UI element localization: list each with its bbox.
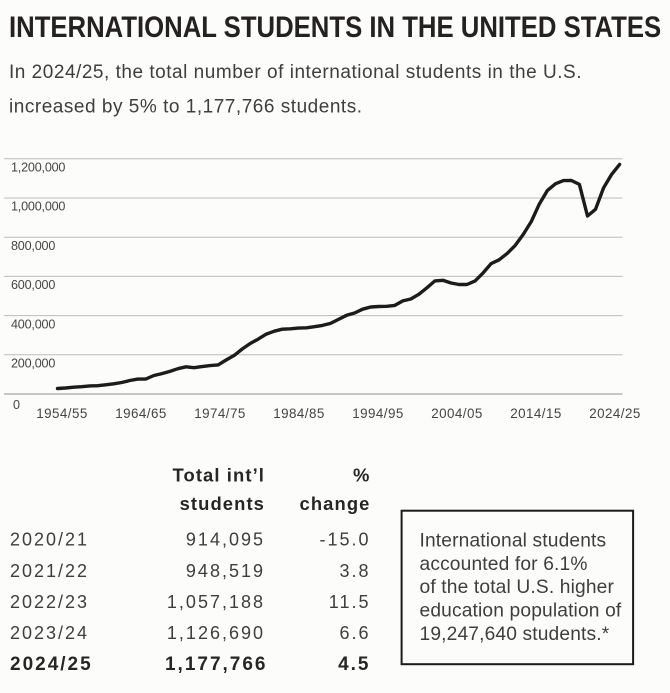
- svg-text:6.6: 6.6: [339, 623, 370, 643]
- svg-text:2014/15: 2014/15: [510, 406, 562, 421]
- svg-text:International students: International students: [420, 530, 607, 551]
- svg-text:2022/23: 2022/23: [10, 592, 89, 612]
- svg-text:200,000: 200,000: [11, 357, 55, 371]
- svg-text:0: 0: [13, 398, 20, 412]
- svg-text:1954/55: 1954/55: [36, 406, 88, 421]
- svg-text:19,247,640 students.*: 19,247,640 students.*: [420, 624, 610, 645]
- svg-text:education population of: education population of: [420, 601, 622, 622]
- svg-text:948,519: 948,519: [186, 561, 265, 581]
- svg-text:-15.0: -15.0: [319, 530, 370, 550]
- svg-text:2021/22: 2021/22: [10, 561, 89, 581]
- svg-text:1984/85: 1984/85: [273, 406, 325, 421]
- svg-text:accounted for 6.1%: accounted for 6.1%: [420, 554, 588, 575]
- svg-text:2024/25: 2024/25: [589, 406, 641, 421]
- svg-text:400,000: 400,000: [11, 317, 55, 331]
- svg-text:increased by 5% to 1,177,766 s: increased by 5% to 1,177,766 students.: [9, 96, 363, 117]
- svg-text:2024/25: 2024/25: [10, 654, 93, 675]
- svg-text:Total int’l: Total int’l: [173, 464, 265, 485]
- svg-text:800,000: 800,000: [11, 239, 55, 253]
- svg-text:change: change: [300, 493, 371, 514]
- svg-text:2004/05: 2004/05: [431, 406, 483, 421]
- svg-text:3.8: 3.8: [339, 561, 370, 581]
- svg-text:600,000: 600,000: [11, 278, 55, 292]
- svg-text:2023/24: 2023/24: [10, 623, 89, 643]
- svg-text:914,095: 914,095: [186, 530, 265, 550]
- svg-text:1964/65: 1964/65: [115, 406, 167, 421]
- svg-text:1,057,188: 1,057,188: [167, 592, 265, 612]
- svg-text:students: students: [180, 493, 265, 514]
- svg-text:1,000,000: 1,000,000: [11, 200, 65, 214]
- svg-text:INTERNATIONAL STUDENTS IN THE: INTERNATIONAL STUDENTS IN THE UNITED STA…: [9, 10, 661, 43]
- svg-text:1974/75: 1974/75: [194, 406, 246, 421]
- svg-text:1,177,766: 1,177,766: [165, 654, 268, 675]
- svg-text:In 2024/25, the total number o: In 2024/25, the total number of internat…: [9, 62, 582, 83]
- svg-text:1,126,690: 1,126,690: [167, 623, 265, 643]
- svg-text:1,200,000: 1,200,000: [11, 161, 65, 175]
- svg-text:1994/95: 1994/95: [352, 406, 404, 421]
- svg-text:4.5: 4.5: [338, 654, 370, 675]
- svg-text:%: %: [353, 464, 370, 485]
- svg-text:11.5: 11.5: [329, 592, 371, 612]
- svg-text:2020/21: 2020/21: [10, 530, 89, 550]
- svg-text:of the total U.S. higher: of the total U.S. higher: [420, 577, 615, 598]
